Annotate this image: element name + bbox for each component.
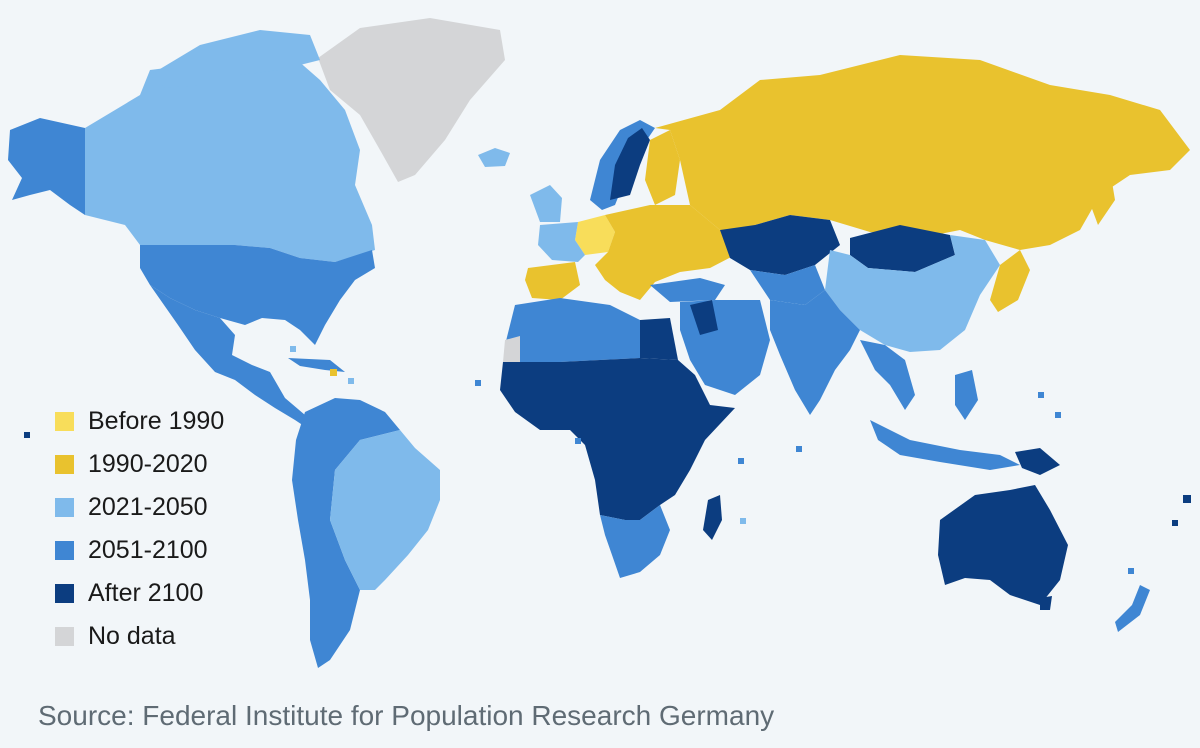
legend-label: 1990-2020 [88, 450, 208, 478]
region-philippines [955, 370, 978, 420]
region-islet [796, 446, 802, 452]
region-caribbean-islet [348, 378, 354, 384]
region-islet [1183, 495, 1191, 503]
legend-swatch [55, 455, 74, 474]
region-australia [938, 485, 1068, 605]
region-turkey [650, 278, 725, 302]
region-sweden [610, 128, 650, 200]
region-south-asia [770, 290, 860, 415]
legend-label: 2051-2100 [88, 536, 208, 564]
region-greenland [318, 18, 505, 182]
legend-item-before-1990: Before 1990 [55, 400, 224, 443]
region-eastern-europe [595, 205, 735, 300]
region-egypt [640, 318, 678, 360]
region-arctic-islands [150, 30, 320, 88]
region-south-america-west [292, 398, 400, 668]
legend-item-after-2100: After 2100 [55, 572, 224, 615]
region-brazil [330, 430, 440, 590]
region-islet [1128, 568, 1134, 574]
region-southern-africa [600, 505, 670, 578]
region-tasmania [1040, 596, 1052, 610]
region-islet [740, 518, 746, 524]
region-islet [738, 458, 744, 464]
region-islet [475, 380, 481, 386]
region-islet [1172, 520, 1178, 526]
region-new-zealand [1115, 585, 1150, 632]
region-caribbean [288, 358, 345, 372]
region-china [825, 235, 1000, 352]
region-mongolia [850, 225, 955, 272]
legend-swatch [55, 584, 74, 603]
region-iraq [690, 300, 718, 335]
region-north-africa [505, 298, 640, 362]
legend: Before 1990 1990-2020 2021-2050 2051-210… [55, 400, 224, 658]
legend-item-2051-2100: 2051-2100 [55, 529, 224, 572]
legend-swatch [55, 412, 74, 431]
legend-item-1990-2020: 1990-2020 [55, 443, 224, 486]
legend-swatch [55, 627, 74, 646]
region-canada [85, 45, 375, 262]
region-southeast-asia [860, 340, 915, 410]
region-central-asia [750, 265, 825, 305]
region-france-benelux [538, 222, 585, 262]
region-japan [990, 250, 1030, 312]
legend-label: After 2100 [88, 579, 204, 607]
region-kazakhstan [720, 215, 840, 275]
region-islet [24, 432, 30, 438]
region-islet [575, 438, 581, 444]
legend-swatch [55, 498, 74, 517]
region-papua [1015, 448, 1060, 475]
source-note: Source: Federal Institute for Population… [38, 700, 775, 731]
region-russia [655, 55, 1190, 255]
region-kamchatka [1085, 170, 1115, 225]
region-madagascar [703, 495, 722, 540]
region-western-sahara [503, 336, 520, 362]
region-iberia [525, 262, 580, 300]
region-caribbean-islet [290, 346, 296, 352]
legend-item-no-data: No data [55, 615, 224, 658]
region-usa [140, 245, 375, 345]
region-alaska [8, 118, 85, 215]
region-sub-saharan-africa [500, 358, 735, 520]
legend-label: Before 1990 [88, 407, 225, 435]
region-indonesia [870, 420, 1020, 470]
legend-swatch [55, 541, 74, 560]
region-iceland [478, 148, 510, 167]
region-central-america [150, 285, 310, 430]
region-finland-baltic [645, 130, 680, 205]
legend-item-2021-2050: 2021-2050 [55, 486, 224, 529]
legend-label: No data [88, 622, 176, 650]
region-caribbean-islet [330, 369, 337, 376]
region-uk-ireland [530, 185, 562, 222]
region-islet [1038, 392, 1044, 398]
region-germany-belgium [575, 215, 615, 255]
region-islet [1055, 412, 1061, 418]
legend-label: 2021-2050 [88, 493, 208, 521]
